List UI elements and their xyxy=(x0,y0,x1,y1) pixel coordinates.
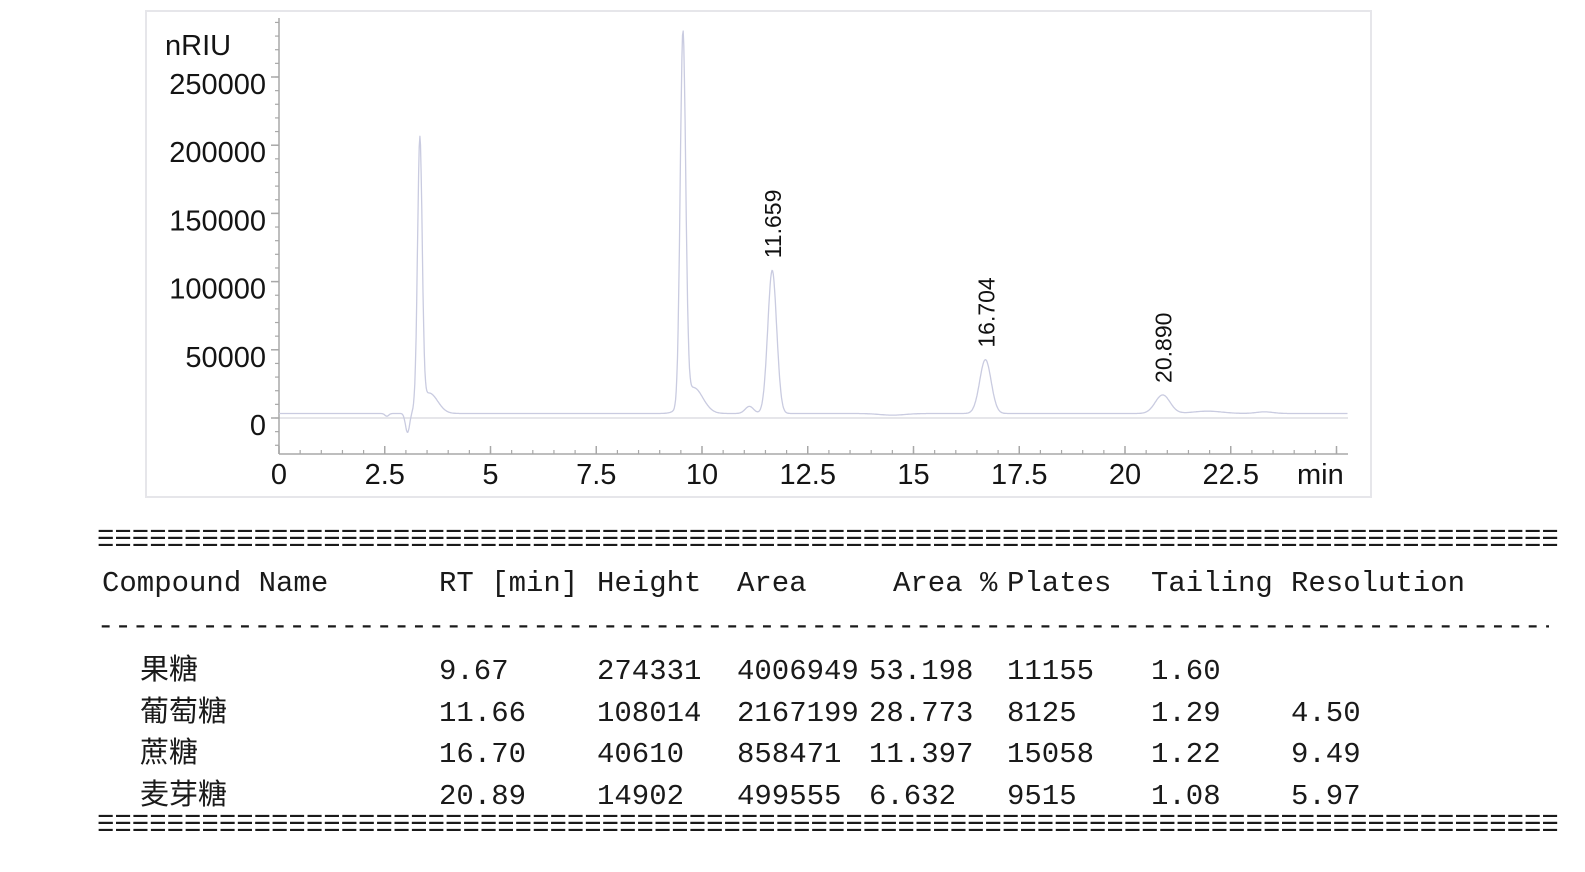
table-cell-compound: 果糖 xyxy=(140,655,199,688)
table-cell-compound: 麦芽糖 xyxy=(140,779,228,813)
border-line: ========================================… xyxy=(97,520,1559,553)
table-cell-area: 2167199 xyxy=(737,696,859,730)
table-cell-plates: 15058 xyxy=(1007,738,1095,771)
table-cell-resolution xyxy=(1291,651,1361,693)
table-cell-resolution: 9.49 xyxy=(1291,738,1361,771)
y-tick-label: 150000 xyxy=(169,205,266,237)
y-tick-label: 50000 xyxy=(185,342,266,374)
table-cell-height: 108014 xyxy=(597,696,702,730)
x-tick-label: 0 xyxy=(271,459,287,491)
border-line: ========================================… xyxy=(97,527,1559,560)
y-tick-label: 0 xyxy=(250,410,266,442)
chromatogram-trace xyxy=(278,30,1348,433)
y-tick-label: 200000 xyxy=(169,137,266,169)
table-cell-rt: 11.66 xyxy=(439,696,527,730)
table-cell-height: 40610 xyxy=(597,738,685,771)
column-header-compound: Compound Name xyxy=(102,567,329,600)
table-cell-plates: 9515 xyxy=(1007,779,1077,813)
y-axis-unit-label: nRIU xyxy=(165,30,231,62)
x-tick-label: 15 xyxy=(897,459,929,491)
table-bottom-border: ========================================… xyxy=(97,807,1559,843)
border-line: ========================================… xyxy=(97,805,1559,838)
table-cell-rt: 9.67 xyxy=(439,655,509,688)
table-row: 葡萄糖 11.66 108014 2167199 28.773 8125 1.29 4.50 xyxy=(97,693,1361,735)
table-cell-area-pct: 6.632 xyxy=(869,779,957,813)
x-tick-label: 7.5 xyxy=(576,459,616,491)
column-header-height: Height xyxy=(597,567,702,600)
table-cell-height: 14902 xyxy=(597,779,685,813)
x-tick-label: 10 xyxy=(686,459,718,491)
table-row: 果糖 9.67 274331 4006949 53.198 11155 1.60 xyxy=(97,651,1361,693)
table-cell-area: 858471 xyxy=(737,738,842,771)
x-tick-label: 12.5 xyxy=(780,459,836,491)
table-cell-rt: 16.70 xyxy=(439,738,527,771)
table-header-divider: ----------------------------------------… xyxy=(97,610,1549,643)
y-tick-label: 250000 xyxy=(169,69,266,101)
table-cell-area: 4006949 xyxy=(737,655,859,688)
table-cell-plates: 11155 xyxy=(1007,655,1095,688)
table-cell-rt: 20.89 xyxy=(439,779,527,813)
table-cell-area-pct: 28.773 xyxy=(869,696,974,730)
border-line: ========================================… xyxy=(97,812,1559,845)
table-cell-area-pct: 11.397 xyxy=(869,738,974,771)
y-tick-label: 100000 xyxy=(169,274,266,306)
table-cell-resolution: 4.50 xyxy=(1291,696,1361,730)
table-cell-height: 274331 xyxy=(597,655,702,688)
table-top-border: ========================================… xyxy=(97,522,1559,558)
table-row: 麦芽糖 20.89 14902 499555 6.632 9515 1.08 5.97 xyxy=(97,776,1361,818)
x-tick-label: 22.5 xyxy=(1203,459,1259,491)
column-header-area: Area xyxy=(737,567,807,600)
x-tick-label: 20 xyxy=(1109,459,1141,491)
table-cell-area-pct: 53.198 xyxy=(869,655,974,688)
peak-rt-label: 11.659 xyxy=(760,190,786,259)
column-header-tailing: Tailing xyxy=(1151,567,1273,600)
table-cell-tailing: 1.22 xyxy=(1151,738,1221,771)
column-header-rt: RT [min] xyxy=(439,567,579,600)
table-row: 蔗糖 16.70 40610 858471 11.397 15058 1.22 9.49 xyxy=(97,734,1361,776)
table-cell-compound: 蔗糖 xyxy=(140,738,199,771)
table-cell-tailing: 1.08 xyxy=(1151,779,1221,813)
chromatogram-plot: 0 2.5 5 7.5 10 12.5 15 17.5 20 22.5 0 50000 100000 15… xyxy=(165,18,1348,491)
peak-rt-label: 16.704 xyxy=(973,277,999,348)
column-header-plates: Plates xyxy=(1007,567,1112,600)
table-cell-compound: 葡萄糖 xyxy=(140,696,228,730)
table-cell-plates: 8125 xyxy=(1007,696,1077,730)
table-cell-area: 499555 xyxy=(737,779,842,813)
table-cell-tailing: 1.29 xyxy=(1151,696,1221,730)
column-header-resolution: Resolution xyxy=(1291,567,1466,600)
peak-rt-label: 20.890 xyxy=(1151,313,1177,383)
chromatogram-panel: 0 2.5 5 7.5 10 12.5 15 17.5 20 22.5 0 50000 100000 15… xyxy=(145,10,1372,498)
table-cell-resolution: 5.97 xyxy=(1291,779,1361,813)
table-body: 果糖 9.67 274331 4006949 53.198 11155 1.60 葡萄糖 11.… xyxy=(97,651,1361,817)
x-tick-label: 5 xyxy=(482,459,498,491)
table-cell-tailing: 1.60 xyxy=(1151,655,1221,688)
x-axis-unit-label: min xyxy=(1297,459,1344,491)
peak-results-table: ========================================… xyxy=(97,522,1559,851)
x-tick-label: 2.5 xyxy=(365,459,405,491)
table-header-row: Compound Name RT [min] Height Area Area % Pla… xyxy=(97,567,1465,601)
x-tick-label: 17.5 xyxy=(991,459,1047,491)
column-header-area-pct: Area % xyxy=(893,567,998,600)
